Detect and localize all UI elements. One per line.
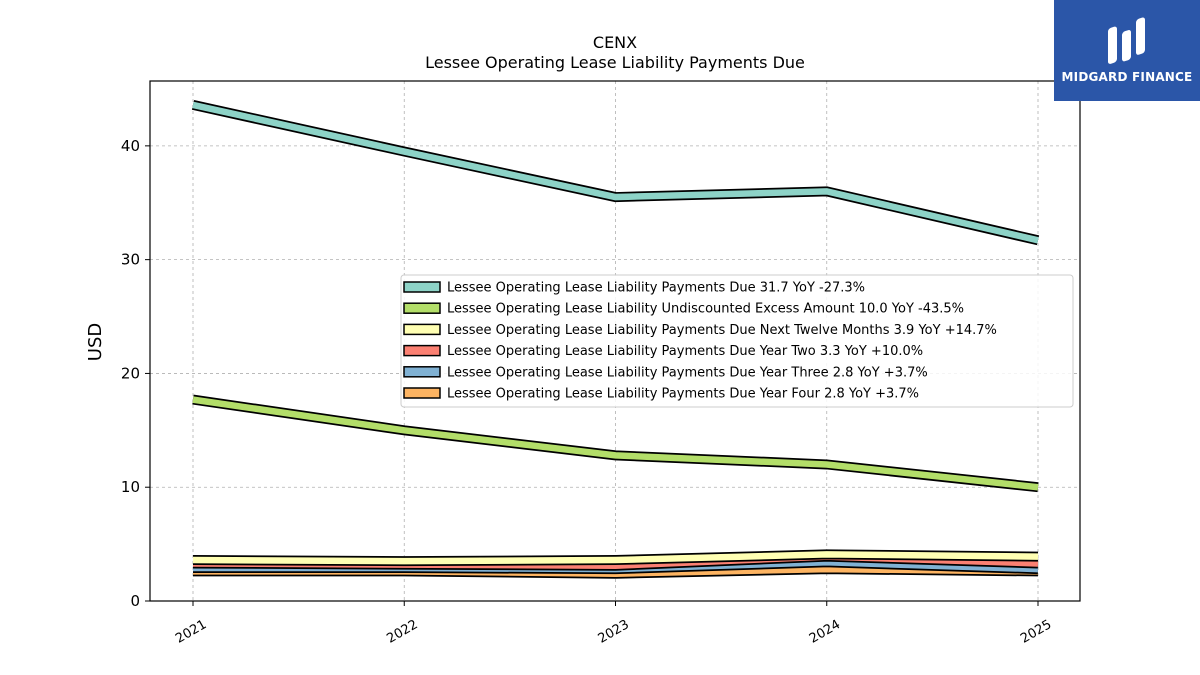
- y-tick-label: 20: [121, 364, 140, 382]
- legend-entry: Lessee Operating Lease Liability Payment…: [403, 281, 865, 296]
- legend-entry: Lessee Operating Lease Liability Payment…: [403, 387, 919, 402]
- series-line: [192, 549, 1039, 567]
- legend-entry: Lessee Operating Lease Liability Undisco…: [403, 302, 964, 317]
- series-line: [192, 394, 1039, 493]
- midgard-logo-icon: [1108, 17, 1145, 64]
- legend-swatch: [403, 323, 441, 336]
- legend-entry: Lessee Operating Lease Liability Payment…: [403, 323, 997, 338]
- legend-label: Lessee Operating Lease Liability Payment…: [447, 387, 919, 402]
- series-line-fill: [192, 551, 1039, 565]
- series-line: [191, 100, 1040, 246]
- y-tick-label: 30: [121, 251, 140, 269]
- x-tick-label: 2022: [384, 617, 420, 647]
- chart-title: CENX: [593, 33, 637, 52]
- series-line-fill: [192, 396, 1039, 491]
- x-tick-label: 2025: [1018, 617, 1054, 647]
- legend-label: Lessee Operating Lease Liability Payment…: [447, 344, 923, 359]
- legend-label: Lessee Operating Lease Liability Undisco…: [447, 302, 964, 317]
- x-tick-label: 2021: [173, 617, 209, 647]
- brand-logo-text: MIDGARD FINANCE: [1061, 70, 1193, 84]
- y-tick-label: 10: [121, 478, 140, 496]
- x-tick-label: 2024: [807, 617, 843, 647]
- legend-swatch: [403, 344, 441, 357]
- chart-subtitle: Lessee Operating Lease Liability Payment…: [425, 53, 805, 72]
- y-tick-label: 40: [121, 137, 140, 155]
- brand-logo: MIDGARD FINANCE: [1054, 0, 1200, 101]
- legend-label: Lessee Operating Lease Liability Payment…: [447, 281, 865, 296]
- y-tick-label: 0: [130, 592, 140, 610]
- series-line-fill: [192, 101, 1039, 244]
- legend-swatch: [403, 302, 441, 314]
- legend-label: Lessee Operating Lease Liability Payment…: [447, 323, 997, 338]
- legend-box: [400, 274, 1074, 408]
- y-axis-label: USD: [85, 323, 106, 361]
- legend-swatch: [403, 281, 441, 293]
- legend-entry: Lessee Operating Lease Liability Payment…: [403, 344, 923, 359]
- legend-swatch: [403, 387, 441, 399]
- legend-entry: Lessee Operating Lease Liability Payment…: [403, 365, 928, 380]
- x-tick-label: 2023: [596, 617, 632, 647]
- legend-label: Lessee Operating Lease Liability Payment…: [447, 365, 928, 380]
- legend-swatch: [403, 366, 441, 378]
